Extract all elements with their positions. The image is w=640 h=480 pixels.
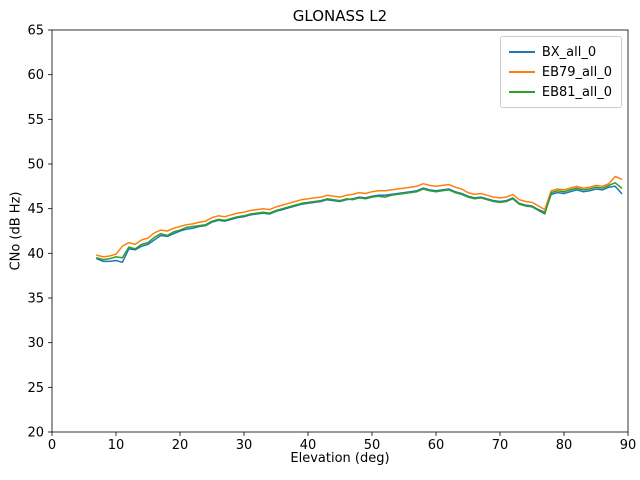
x-tick-label: 70 (492, 438, 509, 453)
x-tick-label: 60 (428, 438, 445, 453)
y-tick-label: 55 (27, 113, 44, 128)
axes-spines (51, 29, 629, 433)
y-tick-label: 65 (27, 24, 44, 39)
legend-label: EB79_all_0 (541, 64, 612, 80)
legend-swatch (508, 71, 535, 73)
legend-label: EB81_all_0 (541, 84, 612, 100)
y-tick-label: 30 (27, 336, 44, 351)
legend-swatch (508, 91, 535, 93)
series-line-EB79_all_0 (96, 175, 623, 258)
x-tick-label: 90 (620, 438, 637, 453)
legend-entry: EB79_all_0 (508, 62, 612, 82)
x-tick-label: 0 (48, 438, 56, 453)
legend-label: BX_all_0 (541, 44, 597, 60)
x-tick-label: 20 (172, 438, 189, 453)
y-tick-label: 25 (27, 381, 44, 396)
y-tick-label: 50 (27, 158, 44, 173)
chart-title: GLONASS L2 (292, 7, 388, 25)
y-tick-label: 20 (27, 426, 44, 441)
y-tick-label: 40 (27, 247, 44, 262)
x-axis-label: Elevation (deg) (290, 451, 390, 466)
legend-swatch (508, 51, 535, 53)
y-tick-label: 45 (27, 202, 44, 217)
x-tick-label: 10 (108, 438, 125, 453)
x-tick-label: 40 (300, 438, 317, 453)
legend-entry: BX_all_0 (508, 42, 612, 62)
x-tick-label: 80 (556, 438, 573, 453)
y-tick-label: 35 (27, 292, 44, 307)
legend-entry: EB81_all_0 (508, 82, 612, 102)
y-tick-label: 60 (27, 68, 44, 83)
y-axis-label: CNo (dB Hz) (8, 191, 24, 271)
x-tick-label: 30 (236, 438, 253, 453)
x-tick-label: 50 (364, 438, 381, 453)
series-line-EB81_all_0 (96, 182, 623, 261)
legend: BX_all_0 EB79_all_0 EB81_all_0 (499, 36, 622, 108)
series-line-BX_all_0 (96, 185, 623, 264)
